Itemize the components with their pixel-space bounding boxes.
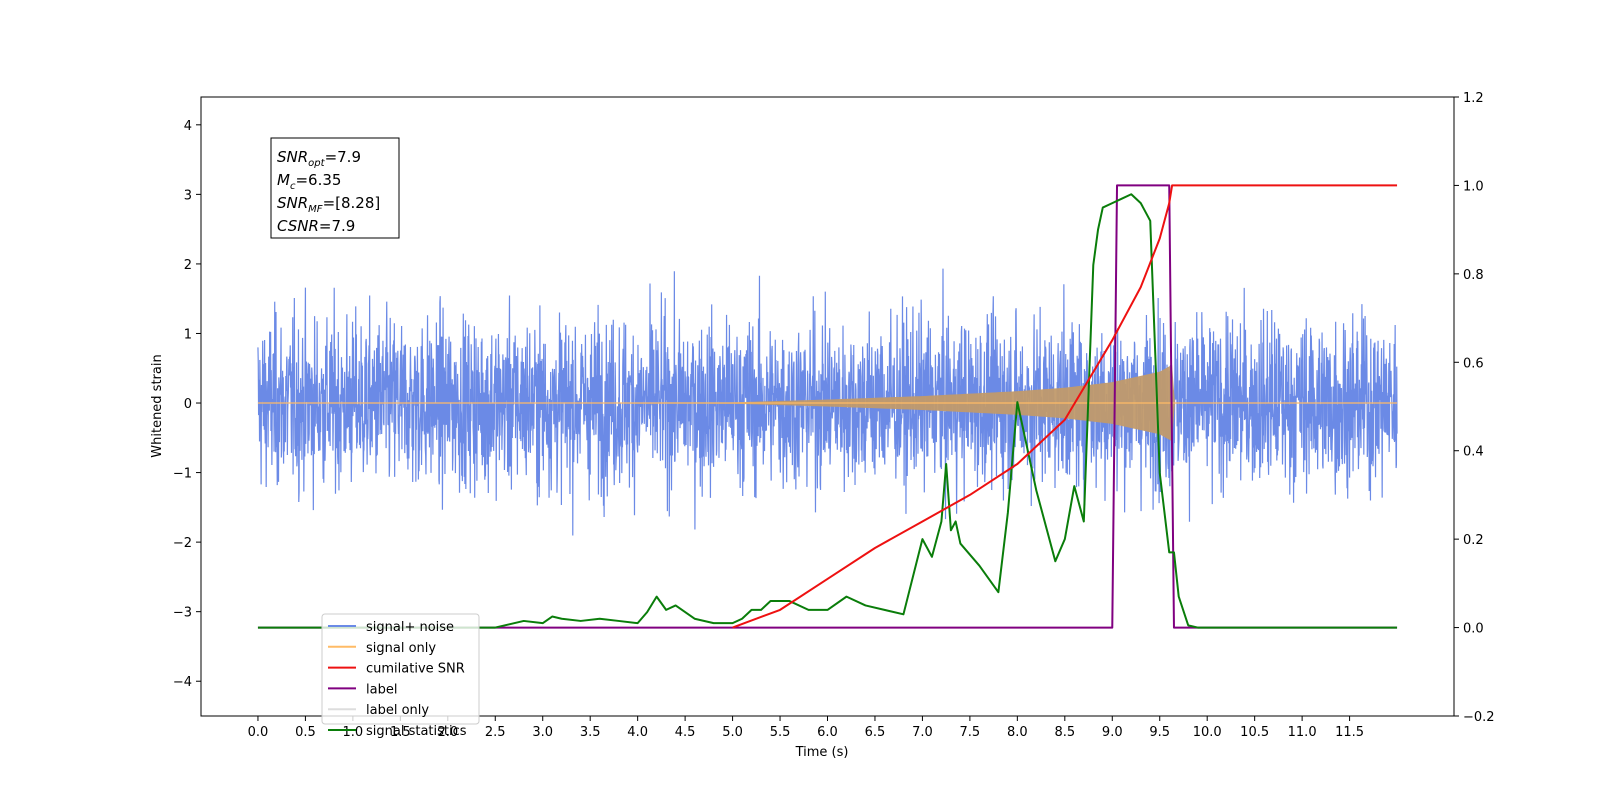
x-tick-label: 6.0 [817,725,838,740]
x-tick-label: 9.5 [1149,725,1170,740]
signal-plus-noise-line [257,268,1398,536]
right-axis-series [257,184,1398,629]
x-tick-label: 0.5 [295,725,316,740]
x-tick-label: 4.0 [627,725,648,740]
x-tick-label: 10.5 [1240,725,1269,740]
y-tick-label: 3 [184,188,192,203]
y2-tick-label: 0.8 [1463,268,1484,283]
legend-label: signal only [366,641,436,656]
x-axis-label: Time (s) [795,745,849,760]
y-tick-label: 2 [184,258,192,273]
cumulative-snr-line [732,184,1398,629]
y-tick-label: 4 [184,119,192,134]
info-box-line: SNRMF=[8.28] [277,194,380,215]
x-axis-ticks: 0.0 0.5 1.0 1.5 2.0 2.5 3.0 3.5 4.0 4.5 5.0 5.5 6.0 6… [248,716,1364,740]
legend-label: cumilative SNR [366,662,465,677]
legend-label: signal statistics [366,724,467,739]
x-tick-label: 5.5 [770,725,791,740]
x-tick-label: 1.0 [343,725,364,740]
y2-axis-ticks: 1.2 1.0 0.8 0.6 0.4 0.2 0.0 −0.2 [1454,91,1495,725]
legend-label: signal+ noise [366,620,454,635]
x-tick-label: 3.0 [532,725,553,740]
y2-tick-label: 0.4 [1463,445,1484,460]
x-tick-label: 10.0 [1193,725,1222,740]
y2-tick-label: 0.0 [1463,622,1484,637]
y2-tick-label: −0.2 [1463,710,1495,725]
signal-statistics-line [257,193,1398,629]
y-axis-ticks: 4 3 2 1 0 −1 −2 −3 −4 [173,119,201,690]
x-tick-label: 6.5 [865,725,886,740]
y2-tick-label: 1.0 [1463,179,1484,194]
x-tick-label: 4.5 [675,725,696,740]
info-box-line: CSNR=7.9 [277,217,355,235]
x-tick-label: 3.5 [580,725,601,740]
signal-plus-noise-series [257,268,1398,536]
x-tick-label: 5.0 [722,725,743,740]
x-tick-label: 0.0 [248,725,269,740]
y-tick-label: −1 [173,467,192,482]
y-tick-label: −2 [173,536,192,551]
legend: signal+ noise signal only cumilative SNR la… [321,613,480,739]
y-tick-label: −3 [173,606,192,621]
y-axis-label: Whitened strain [150,354,165,457]
x-tick-label: 7.5 [960,725,981,740]
x-tick-label: 8.5 [1054,725,1075,740]
info-box-line: SNRopt=7.9 [277,148,361,169]
x-tick-label: 7.0 [912,725,933,740]
y2-tick-label: 0.2 [1463,533,1484,548]
y2-tick-label: 1.2 [1463,91,1484,106]
x-tick-label: 11.5 [1335,725,1364,740]
y2-tick-label: 0.6 [1463,356,1484,371]
y-tick-label: −4 [173,675,192,690]
x-tick-label: 2.5 [485,725,506,740]
y-tick-label: 0 [184,397,192,412]
info-box-line: Mc=6.35 [277,171,341,192]
signal-only-series [257,364,1398,442]
x-tick-label: 11.0 [1288,725,1317,740]
legend-label: label [366,682,397,697]
x-tick-label: 9.0 [1102,725,1123,740]
y-tick-label: 1 [184,327,192,342]
x-tick-label: 2.0 [437,725,458,740]
info-box-frame [270,137,400,239]
x-tick-label: 1.5 [390,725,411,740]
legend-label: label only [366,703,429,718]
legend-frame [321,613,480,725]
x-tick-label: 8.0 [1007,725,1028,740]
